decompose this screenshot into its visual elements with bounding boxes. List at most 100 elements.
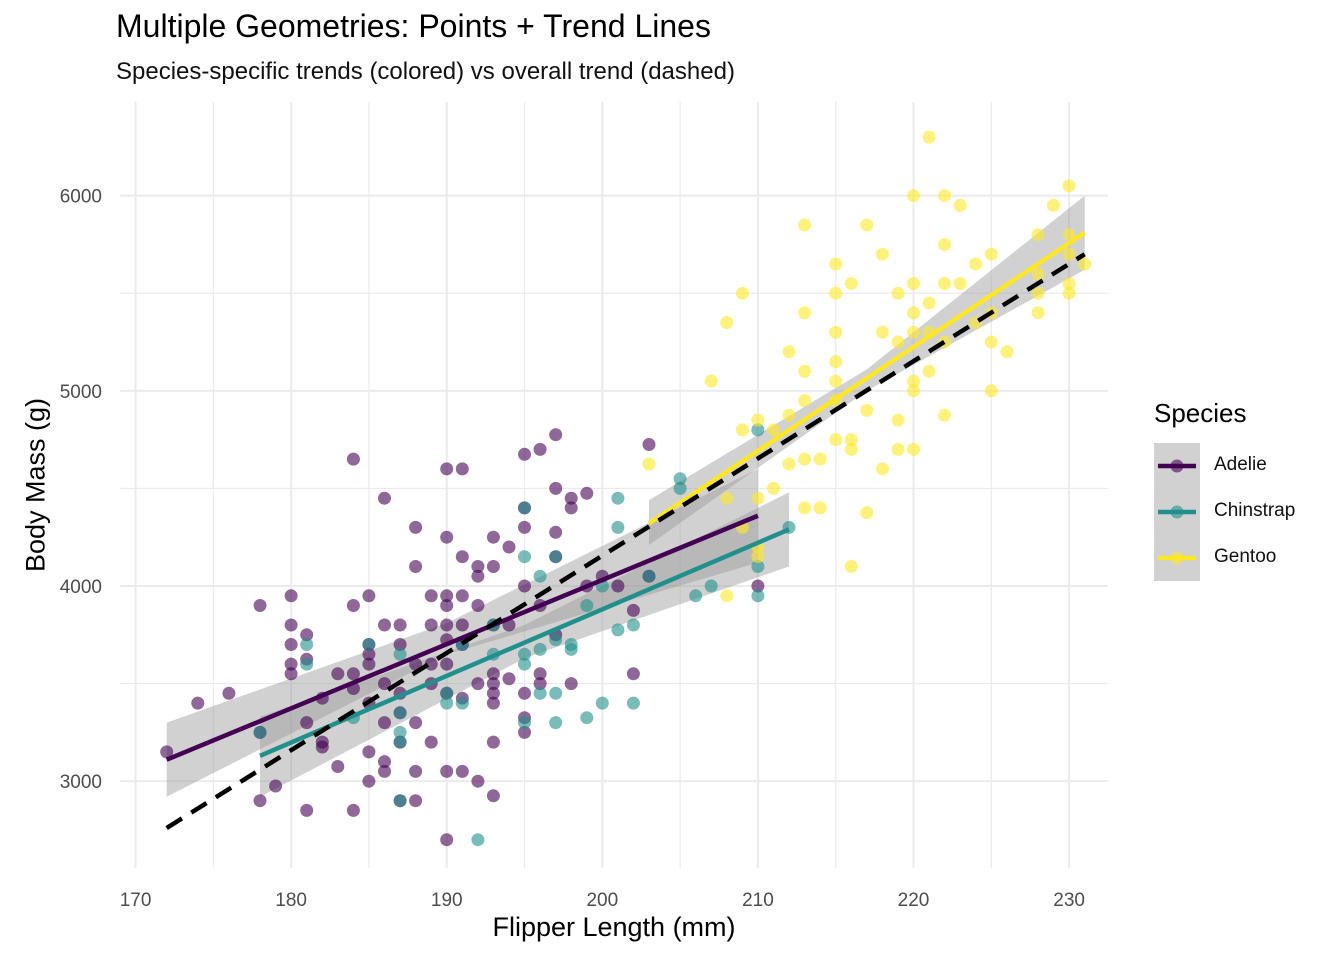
point-gentoo xyxy=(860,403,874,417)
point-adelie xyxy=(331,760,345,773)
point-gentoo xyxy=(1062,247,1076,261)
point-adelie xyxy=(471,774,485,788)
point-gentoo xyxy=(1047,198,1060,212)
point-adelie xyxy=(486,667,500,681)
point-adelie xyxy=(626,667,640,681)
point-chinstrap xyxy=(611,491,625,505)
point-adelie xyxy=(440,618,454,632)
point-adelie xyxy=(424,589,438,603)
x-tick-label: 210 xyxy=(742,890,774,911)
point-gentoo xyxy=(1031,228,1045,242)
point-adelie xyxy=(564,491,578,505)
point-gentoo xyxy=(860,506,874,520)
point-gentoo xyxy=(720,491,734,505)
trend-line-overall xyxy=(165,252,1086,830)
point-chinstrap xyxy=(611,623,625,637)
point-adelie xyxy=(502,672,516,686)
point-gentoo xyxy=(782,408,796,422)
point-gentoo xyxy=(829,257,843,271)
point-adelie xyxy=(409,520,423,534)
x-tick-label: 220 xyxy=(898,890,930,911)
point-gentoo xyxy=(813,501,827,515)
point-gentoo xyxy=(782,457,796,471)
point-gentoo xyxy=(798,364,812,378)
legend-label-adelie: Adelie xyxy=(1214,454,1267,475)
point-gentoo xyxy=(984,247,998,261)
point-adelie xyxy=(533,442,547,456)
point-adelie xyxy=(455,550,469,564)
point-gentoo xyxy=(907,306,920,320)
point-adelie xyxy=(486,560,500,573)
y-tick-label: 5000 xyxy=(60,382,102,403)
trend-lines xyxy=(165,230,1086,830)
point-adelie xyxy=(409,560,423,573)
point-adelie xyxy=(518,520,531,534)
point-adelie xyxy=(393,618,407,632)
point-gentoo xyxy=(891,413,905,427)
point-chinstrap xyxy=(626,618,640,632)
point-adelie xyxy=(284,638,298,651)
point-gentoo xyxy=(782,345,796,359)
point-adelie xyxy=(751,579,765,593)
y-axis-label: Body Mass (g) xyxy=(20,397,51,573)
point-gentoo xyxy=(798,452,812,466)
point-gentoo xyxy=(922,130,936,144)
point-gentoo xyxy=(938,277,952,290)
point-adelie xyxy=(331,667,345,681)
point-adelie xyxy=(471,599,485,612)
point-chinstrap xyxy=(673,472,687,486)
point-chinstrap xyxy=(549,716,563,730)
point-adelie xyxy=(362,745,376,759)
point-gentoo xyxy=(907,277,920,290)
point-gentoo xyxy=(891,335,905,349)
point-adelie xyxy=(549,428,563,442)
chart-title: Multiple Geometries: Points + Trend Line… xyxy=(116,8,711,44)
point-chinstrap xyxy=(580,599,594,612)
point-adelie xyxy=(269,779,283,793)
point-chinstrap xyxy=(533,686,547,700)
point-adelie xyxy=(486,686,500,700)
point-adelie xyxy=(315,740,329,754)
point-gentoo xyxy=(875,325,889,339)
point-adelie xyxy=(486,677,500,691)
point-adelie xyxy=(378,491,391,505)
y-tick-label: 4000 xyxy=(60,577,102,598)
point-chinstrap xyxy=(626,696,640,710)
point-chinstrap xyxy=(549,686,563,700)
x-tick-label: 170 xyxy=(120,890,152,911)
point-gentoo xyxy=(875,247,889,261)
point-gentoo xyxy=(829,286,843,300)
point-adelie xyxy=(440,657,454,671)
y-tick-label: 6000 xyxy=(60,187,102,208)
trend-line-adelie xyxy=(165,513,759,762)
point-adelie xyxy=(533,667,547,681)
point-chinstrap xyxy=(440,696,454,710)
point-chinstrap xyxy=(518,550,531,564)
point-gentoo xyxy=(891,442,905,456)
point-chinstrap xyxy=(455,696,469,710)
point-gentoo xyxy=(767,423,780,437)
point-adelie xyxy=(440,530,454,544)
point-gentoo xyxy=(953,277,967,290)
point-gentoo xyxy=(1031,267,1045,281)
point-gentoo xyxy=(798,501,812,515)
data-points xyxy=(160,130,1092,847)
point-gentoo xyxy=(1062,277,1076,290)
point-adelie xyxy=(440,764,454,778)
point-chinstrap xyxy=(393,647,407,661)
point-gentoo xyxy=(860,218,874,232)
point-adelie xyxy=(346,667,360,681)
point-adelie xyxy=(486,696,500,710)
point-adelie xyxy=(362,657,376,671)
point-adelie xyxy=(253,794,267,808)
axis-ticks: 170 180 190 200 210 220 230 3000 4000 5000 6000 xyxy=(60,187,1085,911)
point-adelie xyxy=(549,525,563,539)
x-tick-label: 230 xyxy=(1053,890,1085,911)
point-chinstrap xyxy=(533,569,547,583)
point-chinstrap xyxy=(533,642,547,656)
point-chinstrap xyxy=(518,647,531,661)
point-adelie xyxy=(424,657,438,671)
point-adelie xyxy=(455,764,469,778)
point-gentoo xyxy=(984,384,998,398)
point-gentoo xyxy=(1031,306,1045,320)
